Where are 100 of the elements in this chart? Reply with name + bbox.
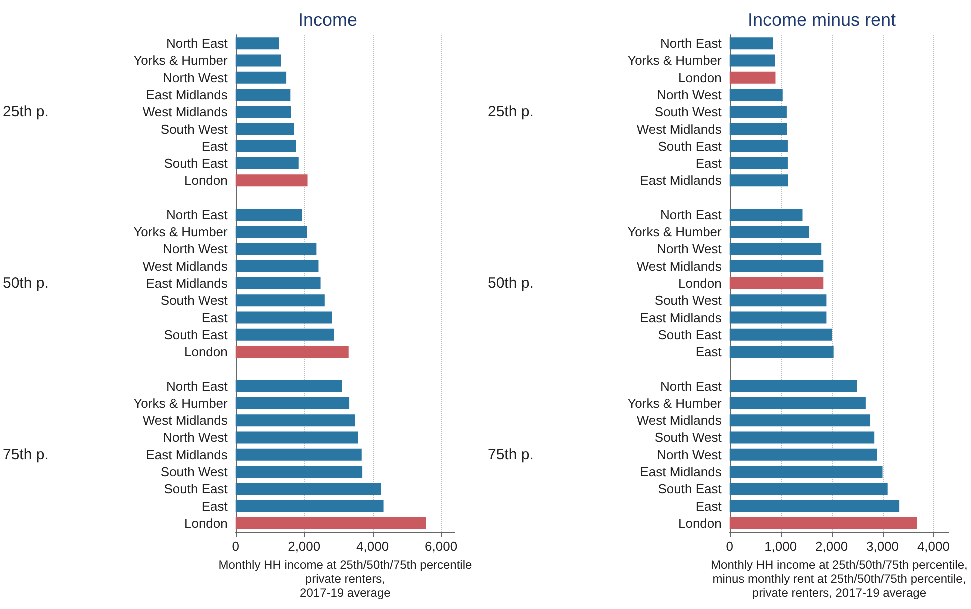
y-tick-label: South West [654,293,722,308]
x-tick-label: 2,000 [816,539,848,554]
bar [730,312,827,324]
bar [730,174,788,187]
y-tick-label: East Midlands [640,310,722,326]
y-tick-label: East Midlands [640,173,722,188]
bar [236,174,308,187]
bar [730,88,783,101]
y-tick-label: East Midlands [146,276,228,291]
bar [730,466,883,478]
y-tick-label: East [202,310,228,326]
y-tick-label: South West [160,122,228,137]
bar [236,243,317,256]
bar [236,346,349,358]
y-tick-label: North West [163,70,228,86]
y-tick-label: North East [660,378,722,394]
bar [730,328,832,341]
text: 50th p. [488,275,534,292]
text: 75th p. [488,446,534,464]
text: 50th p. [2,275,49,292]
y-tick-label: North West [163,242,228,257]
x-tick-label: 0 [232,539,240,554]
y-tick-label: West Midlands [636,258,722,274]
x-axis-title: Monthly HH income at 25th/50th/75th percentile, minus monthly rent at 25th/50th/75th percentile, private renters, 2017-19 average [711,558,968,600]
chart-title: Income minus rent [748,10,896,30]
y-tick-label: West Midlands [142,413,228,428]
bar [236,278,321,290]
bar [730,414,871,427]
y-tick-label: Yorks & Humber [628,224,723,240]
bar [730,123,788,136]
bar [730,208,803,221]
y-tick-label: West Midlands [142,104,228,120]
bar [236,54,282,67]
y-tick-label: South East [164,327,228,342]
y-tick-label: South East [658,327,722,342]
bar [236,140,296,152]
x-tick-label: 3,000 [866,539,900,554]
y-tick-label: East [696,156,722,172]
y-tick-label: Yorks & Humber [628,396,723,411]
x-tick-label: 1,000 [764,539,798,554]
bar [236,72,287,84]
y-tick-label: West Midlands [636,413,722,428]
bar [236,517,426,530]
bar [730,483,888,496]
bar [730,397,866,410]
bar [236,123,294,136]
bar [236,483,382,496]
y-tick-label: West Midlands [636,122,722,137]
bar [730,38,774,50]
y-tick-label: East [202,498,228,514]
bar [730,278,824,290]
y-tick-label: North East [660,36,722,52]
bar [236,260,319,272]
y-tick-label: East Midlands [640,464,722,480]
y-tick-label: East Midlands [146,87,228,102]
y-tick-label: North West [657,447,722,462]
y-tick-label: South East [658,138,722,154]
x-tick-label: 4,000 [356,539,390,554]
text: 25th p. [2,104,49,121]
x-tick-label: 6,000 [425,539,458,554]
text: 75th p. [2,446,49,464]
bar [730,432,875,444]
y-tick-label: London [184,516,228,531]
x-tick-label: 0 [726,539,734,554]
bar [236,106,292,118]
bar [236,432,358,444]
y-tick-label: South West [160,293,228,308]
bar [730,380,858,392]
y-tick-label: London [678,276,722,291]
bar [730,517,918,530]
bar [730,260,824,272]
y-tick-label: North East [660,207,722,222]
y-tick-label: Yorks & Humber [628,53,723,68]
y-tick-label: London [678,70,722,86]
x-axis-title: Monthly HH income at 25th/50th/75th percentile private renters, 2017-19 average [218,558,472,600]
y-tick-label: South East [658,482,722,497]
x-tick-label: 2,000 [288,539,321,554]
y-tick-label: London [184,173,228,188]
bar [236,500,384,512]
y-tick-label: South West [160,464,228,480]
bar [236,466,363,478]
bar [236,414,356,427]
y-tick-label: North West [657,87,722,102]
bar [730,243,822,256]
bar [730,106,787,118]
bar [236,38,280,50]
y-tick-label: North East [166,378,228,394]
y-tick-label: North East [166,207,228,222]
chart-title: Income [298,10,358,30]
y-tick-label: South East [164,156,228,172]
y-tick-label: Yorks & Humber [134,396,229,411]
bar [236,158,299,170]
bar [236,448,362,461]
bar [236,312,332,324]
x-tick-label: 4,000 [917,539,950,554]
y-tick-label: South West [654,430,722,446]
bar [730,72,776,84]
bar [730,140,788,152]
y-tick-label: North West [657,242,722,257]
bar [236,294,325,307]
